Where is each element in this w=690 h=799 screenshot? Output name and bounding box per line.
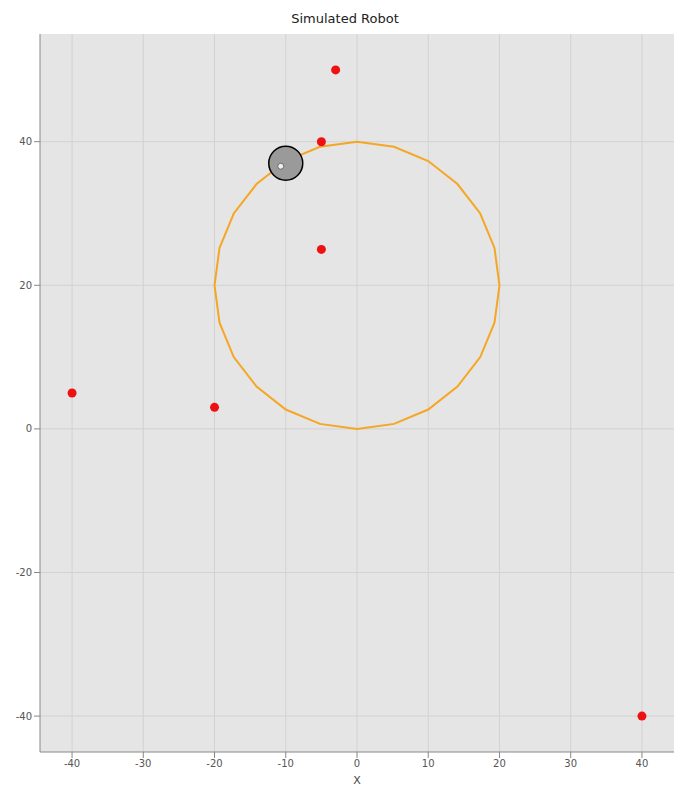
svg-text:-40: -40 — [64, 758, 80, 769]
svg-text:-20: -20 — [206, 758, 222, 769]
svg-text:40: 40 — [636, 758, 649, 769]
svg-text:30: 30 — [564, 758, 577, 769]
svg-text:10: 10 — [422, 758, 435, 769]
svg-text:0: 0 — [354, 758, 360, 769]
svg-text:20: 20 — [493, 758, 506, 769]
svg-text:-30: -30 — [135, 758, 151, 769]
svg-text:X: X — [353, 774, 361, 787]
svg-text:20: 20 — [19, 280, 32, 291]
svg-text:-40: -40 — [16, 711, 32, 722]
svg-text:0: 0 — [26, 423, 32, 434]
svg-text:-20: -20 — [16, 567, 32, 578]
svg-text:-10: -10 — [278, 758, 294, 769]
svg-text:40: 40 — [19, 136, 32, 147]
html-text:Simulated Robot: Simulated Robot — [291, 11, 399, 26]
